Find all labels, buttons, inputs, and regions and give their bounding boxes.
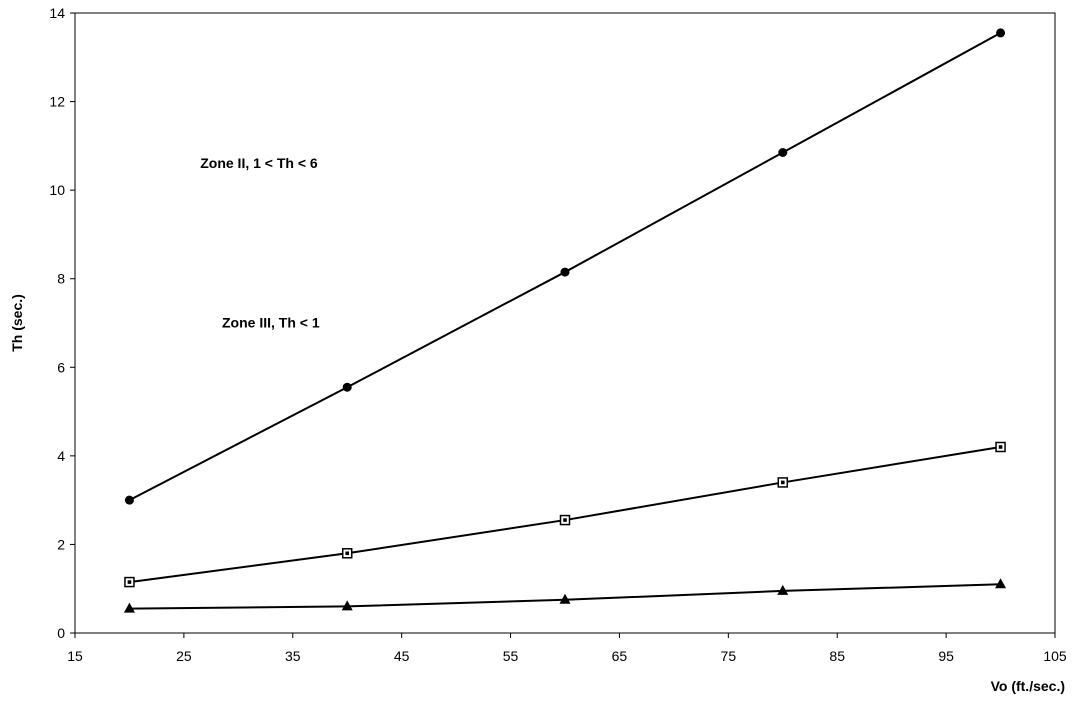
zone-annotation-2: Zone III, Th < 1 xyxy=(222,314,320,330)
y-tick-label: 12 xyxy=(49,94,65,110)
data-point-diamond xyxy=(342,382,352,392)
y-axis-ticks: 0 2 4 6 8 10 12 14 xyxy=(49,5,75,641)
data-point-square xyxy=(341,548,353,559)
y-tick-label: 14 xyxy=(49,5,65,21)
square-marker-dot xyxy=(563,518,567,522)
annotation-layer: Zone II, 1 < Th < 6 Zone III, Th < 1 xyxy=(200,155,320,330)
data-point-triangle xyxy=(777,584,789,595)
series-layer xyxy=(123,28,1007,613)
data-point-diamond xyxy=(560,267,570,277)
data-point-triangle xyxy=(995,578,1007,589)
x-tick-label: 45 xyxy=(394,648,410,664)
plot-frame xyxy=(74,12,1056,634)
x-axis-title: Vo (ft./sec.) xyxy=(991,678,1065,694)
data-point-square xyxy=(995,441,1006,453)
square-marker-dot xyxy=(998,445,1003,449)
x-tick-label: 15 xyxy=(67,648,83,664)
data-point-diamond xyxy=(996,28,1006,38)
x-tick-label: 35 xyxy=(285,648,301,664)
data-point-triangle xyxy=(559,593,571,604)
data-point-diamond xyxy=(778,148,788,157)
data-point-square xyxy=(777,477,789,488)
data-point-square xyxy=(559,514,571,526)
y-tick-label: 10 xyxy=(49,182,65,198)
series-line-2 xyxy=(129,446,1001,584)
y-axis-title: Th (sec.) xyxy=(9,294,25,352)
x-tick-label: 95 xyxy=(938,648,954,664)
y-tick-label: 6 xyxy=(57,359,65,375)
data-point-triangle xyxy=(123,602,135,613)
plot-border xyxy=(74,12,1056,634)
x-tick-label: 75 xyxy=(721,648,737,664)
x-tick-label: 55 xyxy=(503,648,519,664)
square-marker-dot xyxy=(345,551,350,556)
square-marker-dot xyxy=(780,480,785,485)
x-tick-label: 85 xyxy=(829,648,845,664)
square-marker-dot xyxy=(127,580,132,584)
x-axis-ticks: 15 25 35 45 55 65 75 85 95 105 xyxy=(67,633,1067,664)
data-point-square xyxy=(124,576,135,588)
zone-annotation-1: Zone II, 1 < Th < 6 xyxy=(200,155,318,171)
x-tick-label: 65 xyxy=(612,648,628,664)
y-tick-label: 0 xyxy=(57,625,65,641)
series-line-1 xyxy=(128,32,1002,502)
data-point-triangle xyxy=(341,600,353,611)
y-tick-label: 2 xyxy=(57,536,65,552)
y-tick-label: 8 xyxy=(57,271,65,287)
data-point-diamond xyxy=(124,495,134,505)
x-tick-label: 25 xyxy=(176,648,192,664)
x-tick-label: 105 xyxy=(1043,648,1067,664)
y-tick-label: 4 xyxy=(57,448,65,464)
